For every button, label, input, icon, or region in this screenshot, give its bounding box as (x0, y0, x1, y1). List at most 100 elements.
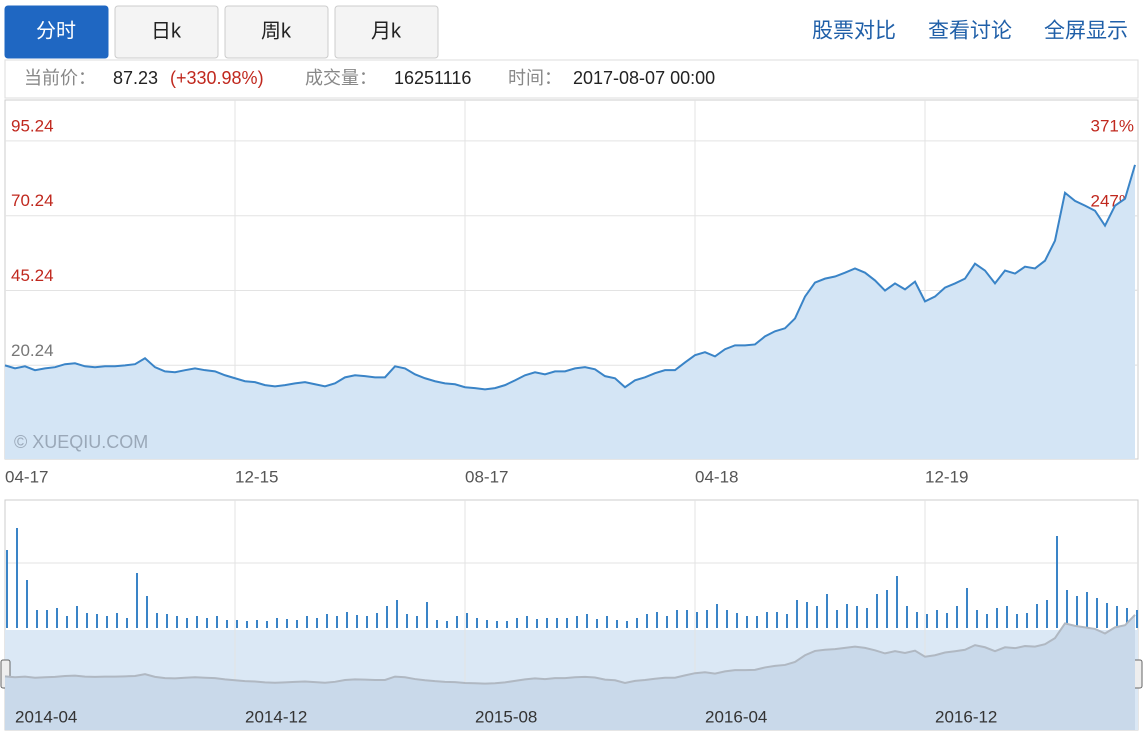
link[interactable]: 股票对比 (812, 20, 896, 43)
volume-bar (256, 620, 258, 628)
volume-bar (86, 613, 88, 628)
x-tick-label: 12-19 (925, 467, 968, 486)
volume-bar (196, 616, 198, 628)
volume-bar (476, 618, 478, 628)
volume-bar (1066, 590, 1068, 628)
volume-bar (326, 614, 328, 628)
volume-bar (956, 606, 958, 628)
volume-bar (466, 613, 468, 628)
volume-bar (46, 610, 48, 628)
volume-bar (396, 600, 398, 628)
volume-bar (676, 610, 678, 628)
x-tick-label: 12-15 (235, 467, 278, 486)
volume-bar (576, 616, 578, 628)
navigator-label: 2016-12 (935, 707, 997, 726)
volume-bar (796, 600, 798, 628)
tab-label[interactable]: 月k (371, 20, 402, 42)
volume-bar (686, 610, 688, 628)
volume-bar (1016, 614, 1018, 628)
volume-bar (836, 610, 838, 628)
volume-bar (1036, 604, 1038, 628)
volume-bar (56, 608, 58, 628)
volume-bar (316, 618, 318, 628)
volume-bar (406, 614, 408, 628)
volume-bar (186, 618, 188, 628)
price: 87.23 (113, 68, 158, 88)
volume-bar (146, 596, 148, 628)
volume-bar (426, 602, 428, 628)
volume-bar (6, 550, 8, 628)
volume-bar (906, 606, 908, 628)
volume-bar (876, 594, 878, 628)
tab-label[interactable]: 日k (151, 20, 182, 42)
volume-bar (356, 615, 358, 628)
info-bar (4, 59, 1139, 99)
volume-bar (1026, 613, 1028, 628)
volume-bar (236, 620, 238, 628)
tab[interactable] (4, 5, 109, 59)
volume-bar (126, 618, 128, 628)
volume-bar (896, 576, 898, 628)
y-tick-label: 45.24 (11, 266, 54, 285)
price-line (4, 164, 1136, 391)
y-tick-label: 95.24 (11, 116, 54, 135)
x-tick-label: 08-17 (465, 467, 508, 486)
volume-bar (366, 616, 368, 628)
volume-bar (736, 613, 738, 628)
volume-bar (106, 616, 108, 628)
tab[interactable] (114, 5, 219, 59)
volume-bar (96, 614, 98, 628)
volume-bar (966, 588, 968, 628)
tab-label[interactable]: 分时 (36, 19, 76, 42)
volume-bar (626, 621, 628, 628)
volume-bar (546, 618, 548, 628)
tab[interactable] (334, 5, 439, 59)
volume-bar (816, 606, 818, 628)
volume-bar (446, 621, 448, 628)
x-tick-label: 04-17 (5, 467, 48, 486)
volume-bar (386, 606, 388, 628)
volume-bar (696, 612, 698, 628)
volume-bar (926, 614, 928, 628)
volume-bar (1006, 606, 1008, 628)
volume-bar (166, 614, 168, 628)
volume-bar (36, 610, 38, 628)
link[interactable]: 全屏显示 (1044, 20, 1128, 43)
volume-bar (266, 621, 268, 628)
price-label: 当前价： (24, 68, 96, 88)
volume-bar (276, 618, 278, 628)
volume-bar (76, 606, 78, 628)
volume-bar (1116, 606, 1118, 628)
volume-bar (886, 590, 888, 628)
volume-bar (136, 573, 138, 628)
volume-bar (986, 614, 988, 628)
link[interactable]: 查看讨论 (928, 20, 1012, 43)
navigator-label: 2014-04 (15, 707, 77, 726)
tab[interactable] (224, 5, 329, 59)
volume-bar (1046, 600, 1048, 628)
y2-tick-label: 371% (1091, 116, 1134, 135)
volume-bar (706, 610, 708, 628)
volume-bar (766, 612, 768, 628)
volume-bar (666, 616, 668, 628)
volume-bar (516, 618, 518, 628)
volume-bar (286, 619, 288, 628)
volume-bar (486, 620, 488, 628)
volume-bar (16, 528, 18, 628)
volume-bar (856, 606, 858, 628)
volume-bar (116, 613, 118, 628)
volume-bar (416, 616, 418, 628)
volume-label: 成交量： (305, 68, 377, 88)
volume-bar (346, 612, 348, 628)
volume-bar (596, 619, 598, 628)
volume-bar (716, 604, 718, 628)
volume-bar (436, 620, 438, 628)
volume-bar (616, 620, 618, 628)
volume-bar (996, 608, 998, 628)
volume-bar (636, 618, 638, 628)
tab-label[interactable]: 周k (261, 20, 292, 42)
y-tick-label: 70.24 (11, 191, 54, 210)
volume-bar (526, 616, 528, 628)
x-tick-label: 04-18 (695, 467, 738, 486)
volume-bar (916, 612, 918, 628)
